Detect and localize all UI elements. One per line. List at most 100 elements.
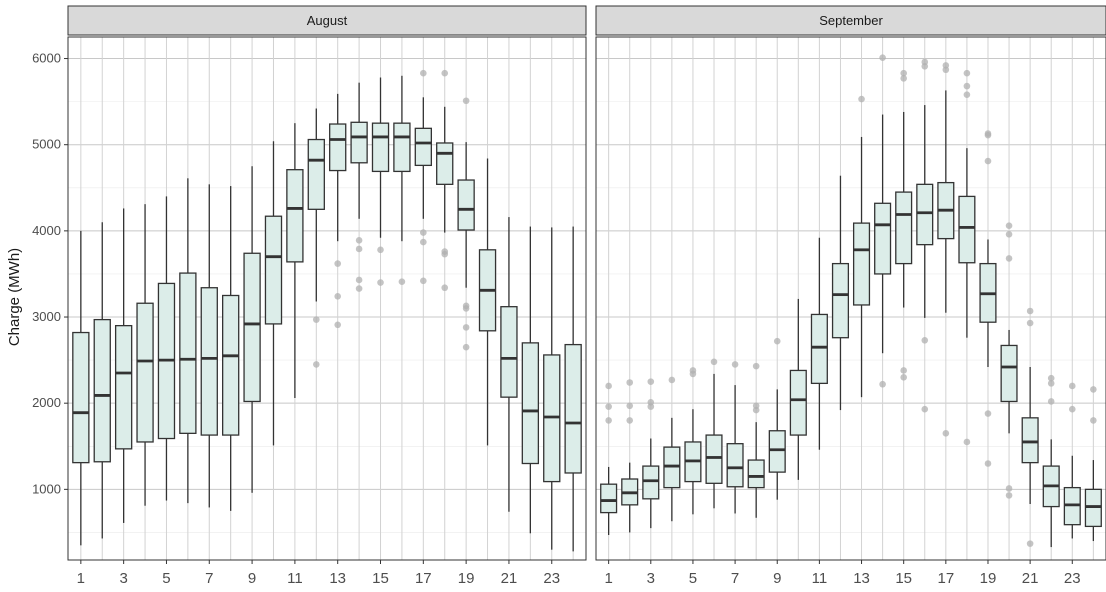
outlier-point bbox=[1047, 398, 1055, 405]
box-iqr bbox=[264, 215, 283, 325]
outlier-point bbox=[921, 58, 929, 66]
x-tick-label: 15 bbox=[372, 570, 389, 587]
facet-strip bbox=[67, 5, 587, 36]
outlier-point bbox=[1047, 374, 1055, 382]
facet-strip bbox=[595, 5, 1106, 36]
box-iqr bbox=[958, 195, 976, 264]
outlier-point bbox=[1026, 307, 1034, 315]
box-iqr bbox=[114, 324, 133, 450]
box-iqr bbox=[768, 430, 786, 473]
box-hour-2 bbox=[621, 379, 639, 533]
outlier-point bbox=[689, 367, 697, 374]
outlier-point bbox=[710, 358, 718, 366]
box-hour-5 bbox=[684, 367, 702, 515]
outlier-point bbox=[462, 97, 470, 105]
box-hour-14 bbox=[874, 54, 892, 388]
outlier-point bbox=[626, 417, 634, 424]
box-hour-6 bbox=[179, 178, 197, 504]
box-iqr bbox=[307, 138, 325, 210]
outlier-point bbox=[605, 403, 612, 410]
box-hour-4 bbox=[136, 204, 154, 506]
y-tick-label: 3000 bbox=[32, 309, 61, 324]
box-iqr bbox=[916, 183, 934, 246]
outlier-point bbox=[984, 460, 992, 467]
x-tick-label: 21 bbox=[501, 570, 518, 587]
outlier-point bbox=[900, 69, 907, 77]
box-iqr bbox=[286, 169, 304, 263]
x-tick-label: 17 bbox=[937, 570, 954, 587]
x-tick-label: 17 bbox=[415, 570, 432, 587]
outlier-point bbox=[626, 402, 634, 410]
outlier-point bbox=[626, 379, 634, 386]
box-iqr bbox=[436, 142, 454, 185]
box-iqr bbox=[393, 122, 411, 173]
box-iqr bbox=[457, 179, 475, 231]
box-iqr bbox=[521, 342, 540, 465]
outlier-point bbox=[858, 95, 865, 103]
outlier-point bbox=[1090, 386, 1097, 393]
x-tick-label: 11 bbox=[287, 570, 303, 587]
outlier-point bbox=[900, 367, 907, 374]
box-hour-10 bbox=[789, 298, 807, 480]
outlier-point bbox=[334, 321, 342, 329]
outlier-point bbox=[984, 130, 992, 137]
box-hour-1 bbox=[600, 382, 618, 536]
box-hour-15 bbox=[371, 77, 390, 286]
box-hour-12 bbox=[831, 175, 850, 411]
outlier-point bbox=[462, 324, 470, 331]
outlier-point bbox=[355, 276, 363, 284]
outlier-point bbox=[1068, 405, 1076, 413]
box-iqr bbox=[852, 222, 871, 306]
box-iqr bbox=[350, 121, 368, 164]
outlier-point bbox=[462, 343, 470, 351]
x-tick-label: 1 bbox=[77, 570, 85, 587]
outlier-point bbox=[420, 238, 427, 246]
x-tick-label: 13 bbox=[329, 570, 346, 587]
box-iqr bbox=[1021, 417, 1039, 464]
outlier-point bbox=[441, 284, 449, 292]
x-tick-label: 15 bbox=[895, 570, 912, 587]
y-tick-label: 4000 bbox=[32, 223, 61, 238]
box-iqr bbox=[72, 331, 90, 464]
y-tick-label: 1000 bbox=[32, 481, 61, 496]
box-iqr bbox=[414, 127, 432, 167]
box-hour-4 bbox=[663, 376, 681, 522]
outlier-point bbox=[312, 316, 320, 323]
box-hour-20 bbox=[1000, 222, 1018, 499]
panel-border bbox=[67, 36, 587, 561]
box-hour-22 bbox=[1042, 374, 1060, 548]
box-hour-18 bbox=[436, 69, 454, 292]
x-tick-label: 11 bbox=[812, 570, 828, 587]
outlier-point bbox=[1026, 540, 1034, 547]
outlier-point bbox=[647, 399, 655, 406]
outlier-point bbox=[963, 69, 971, 77]
outlier-point bbox=[921, 405, 929, 413]
box-hour-6 bbox=[705, 358, 723, 509]
x-tick-label: 3 bbox=[119, 570, 127, 587]
box-hour-14 bbox=[350, 82, 368, 292]
box-hour-7 bbox=[726, 361, 744, 514]
box-hour-1 bbox=[72, 230, 90, 546]
panel-background bbox=[68, 37, 586, 560]
box-hour-18 bbox=[958, 69, 976, 446]
box-iqr bbox=[136, 302, 154, 443]
box-hour-7 bbox=[200, 184, 218, 508]
outlier-point bbox=[441, 248, 449, 255]
box-hour-16 bbox=[916, 58, 934, 413]
outlier-point bbox=[1005, 231, 1013, 238]
box-hour-19 bbox=[979, 130, 997, 467]
x-tick-label: 1 bbox=[604, 570, 612, 587]
box-iqr bbox=[600, 483, 618, 514]
box-iqr bbox=[243, 252, 261, 403]
box-hour-21 bbox=[1021, 307, 1039, 547]
y-tick-label: 6000 bbox=[32, 51, 61, 66]
box-iqr bbox=[93, 318, 111, 463]
box-hour-9 bbox=[243, 166, 261, 493]
box-iqr bbox=[200, 287, 218, 436]
panel-border bbox=[595, 36, 1106, 561]
x-tick-label: 5 bbox=[689, 570, 697, 587]
outlier-point bbox=[942, 62, 950, 69]
outlier-point bbox=[900, 75, 907, 82]
